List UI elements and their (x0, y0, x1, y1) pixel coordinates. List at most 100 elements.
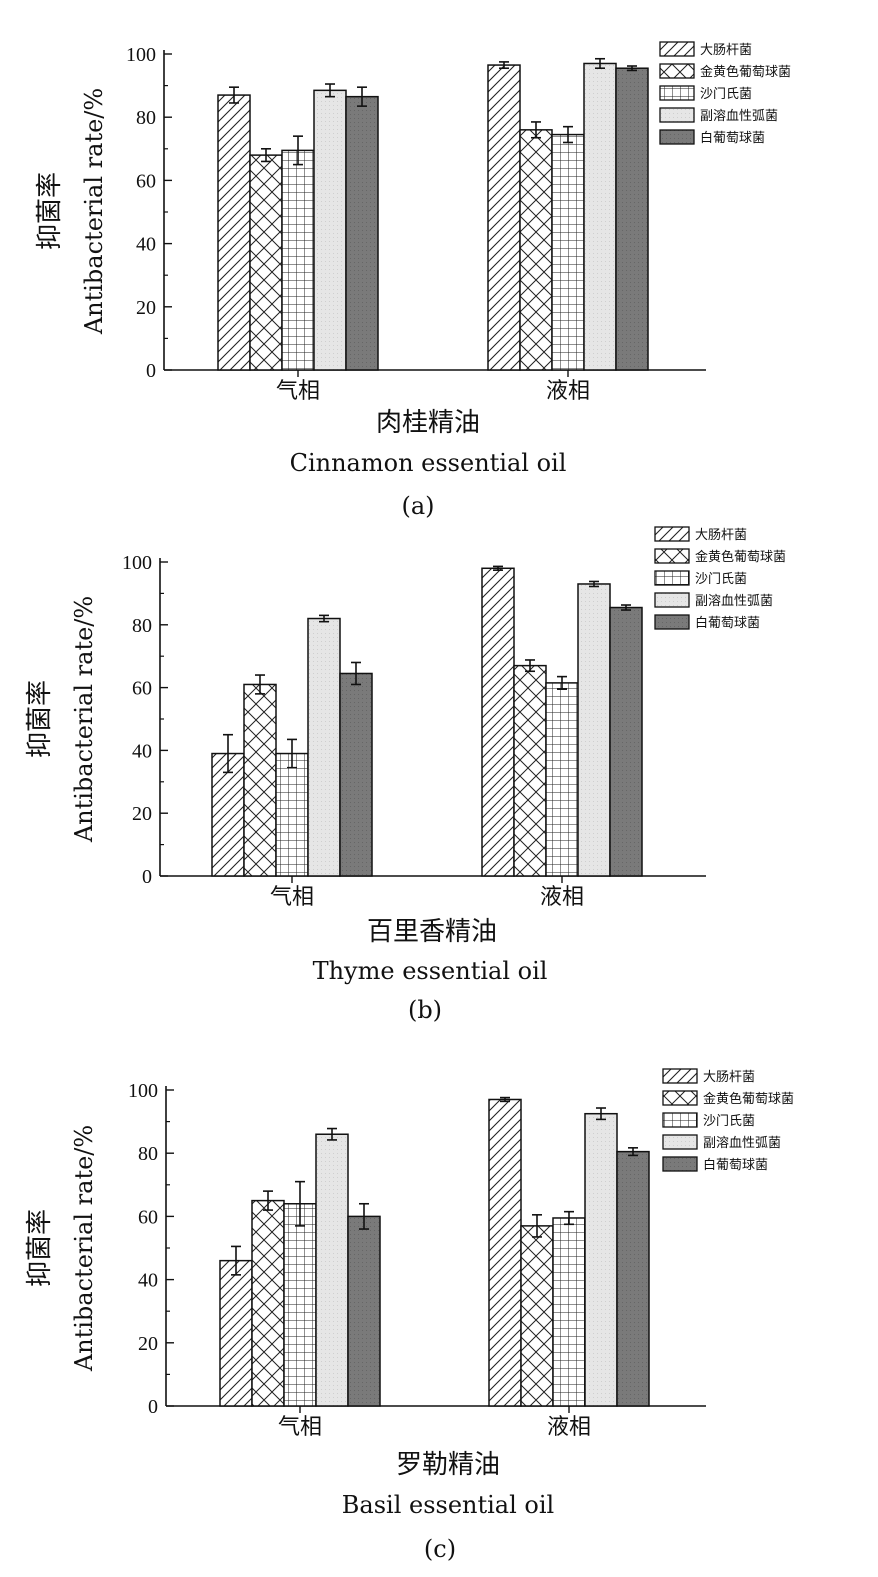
bar-2 (513, 664, 547, 877)
bar-4 (315, 1133, 349, 1407)
legend-label-5: 白葡萄球菌 (700, 130, 765, 146)
bar-2 (519, 129, 553, 371)
bar-3 (283, 1203, 317, 1407)
x-category-label: 液相 (546, 379, 590, 404)
bar-2 (243, 683, 277, 877)
y-tick-label: 40 (132, 740, 152, 762)
legend-swatch-2 (662, 1090, 698, 1106)
bar-5 (347, 1215, 381, 1407)
legend-label-4: 副溶血性弧菌 (703, 1136, 781, 1151)
panel-c-title-en: Basil essential oil (342, 1491, 554, 1519)
y-tick-label: 20 (132, 803, 152, 825)
legend-swatch-2 (654, 548, 690, 564)
legend-swatch-3 (662, 1112, 698, 1128)
bar-1 (211, 752, 245, 877)
legend-label-3: 沙门氏菌 (700, 87, 752, 102)
bar-5 (615, 67, 649, 371)
legend-swatch-2 (659, 63, 695, 79)
bar-3 (275, 752, 309, 877)
legend-label-4: 副溶血性弧菌 (700, 109, 778, 124)
legend-label-4: 副溶血性弧菌 (695, 594, 773, 609)
y-tick-label: 40 (136, 234, 156, 256)
panel-a-title-cn: 肉桂精油 (376, 408, 480, 438)
x-category-label: 气相 (270, 885, 314, 910)
bar-3 (281, 149, 315, 371)
bar-1 (481, 567, 515, 877)
bar-1 (217, 94, 251, 371)
legend-swatch-4 (654, 592, 690, 608)
bar-2 (249, 154, 283, 371)
y-tick-label: 80 (132, 615, 152, 637)
panel-b-title-cn: 百里香精油 (367, 917, 497, 947)
y-tick-label: 20 (136, 297, 156, 319)
legend-swatch-1 (654, 526, 690, 542)
bar-4 (313, 89, 347, 371)
bar-1 (487, 64, 521, 371)
legend-swatch-4 (662, 1134, 698, 1150)
bar-5 (609, 606, 643, 877)
bar-4 (584, 1112, 618, 1407)
y-tick-label: 0 (146, 360, 156, 382)
legend-swatch-4 (659, 107, 695, 123)
y-tick-label: 100 (122, 552, 152, 574)
bar-3 (552, 1217, 586, 1407)
bar-3 (545, 682, 579, 877)
bar-4 (577, 583, 611, 877)
legend-label-3: 沙门氏菌 (703, 1114, 755, 1129)
y-tick-label: 60 (132, 678, 152, 700)
bar-5 (345, 95, 379, 371)
panel-b: 0 20 40 60 80 100 气相 液相 大肠杆菌金黄色葡萄球菌沙门氏菌副溶血性弧菌白葡萄… (25, 526, 786, 1024)
x-category-label: 液相 (540, 885, 584, 910)
bar-5 (339, 672, 373, 877)
legend-swatch-1 (662, 1068, 698, 1084)
legend-swatch-5 (654, 614, 690, 630)
x-category-label: 液相 (547, 1415, 591, 1440)
panel-c: 0 20 40 60 80 100 气相 液相 大肠杆菌金黄色葡萄球菌沙门氏菌副溶血性弧菌白葡萄… (25, 1068, 794, 1563)
legend-label-5: 白葡萄球菌 (703, 1157, 768, 1173)
bar-3 (551, 133, 585, 371)
x-category-label: 气相 (278, 1415, 322, 1440)
legend-swatch-3 (659, 85, 695, 101)
y-tick-label: 0 (148, 1396, 158, 1418)
legend-label-3: 沙门氏菌 (695, 572, 747, 587)
y-tick-label: 100 (126, 44, 156, 66)
y-tick-label: 60 (136, 170, 156, 192)
bar-4 (583, 62, 617, 371)
legend-label-1: 大肠杆菌 (703, 1070, 755, 1085)
legend-label-2: 金黄色葡萄球菌 (700, 64, 791, 80)
legend-label-2: 金黄色葡萄球菌 (695, 549, 786, 565)
legend-label-5: 白葡萄球菌 (695, 615, 760, 631)
bar-5 (616, 1150, 650, 1407)
y-tick-label: 40 (138, 1270, 158, 1292)
bar-2 (520, 1225, 554, 1407)
y-tick-label: 60 (138, 1206, 158, 1228)
panel-a-plot: 0 20 40 60 80 100 气相 液相 大肠杆菌金黄色葡萄球菌沙门氏菌副溶血性弧菌白葡萄… (126, 41, 791, 404)
panel-c-ylabel-cn: 抑菌率 (25, 1209, 55, 1287)
y-tick-label: 80 (136, 107, 156, 129)
x-category-label: 气相 (276, 379, 320, 404)
bar-1 (219, 1259, 253, 1407)
panel-a-ylabel-en: Antibacterial rate/% (80, 88, 108, 335)
bar-2 (251, 1199, 285, 1407)
legend-swatch-5 (659, 129, 695, 145)
panel-b-ylabel-en: Antibacterial rate/% (70, 596, 98, 843)
panel-c-title-cn: 罗勒精油 (396, 1450, 500, 1480)
legend-swatch-1 (659, 41, 695, 57)
panel-a-label: (a) (401, 492, 434, 520)
y-tick-label: 100 (128, 1080, 158, 1102)
panel-b-ylabel-cn: 抑菌率 (25, 680, 55, 758)
y-tick-label: 20 (138, 1333, 158, 1355)
panel-c-label: (c) (424, 1535, 456, 1563)
panel-a-ylabel-cn: 抑菌率 (35, 172, 65, 250)
legend-swatch-3 (654, 570, 690, 586)
panel-b-title-en: Thyme essential oil (313, 957, 548, 985)
y-tick-label: 0 (142, 866, 152, 888)
y-tick-label: 80 (138, 1143, 158, 1165)
legend-label-1: 大肠杆菌 (700, 43, 752, 58)
panel-c-ylabel-en: Antibacterial rate/% (70, 1125, 98, 1372)
legend-label-2: 金黄色葡萄球菌 (703, 1091, 794, 1107)
panel-a-title-en: Cinnamon essential oil (290, 449, 567, 477)
panel-a: 0 20 40 60 80 100 气相 液相 大肠杆菌金黄色葡萄球菌沙门氏菌副溶血性弧菌白葡萄… (35, 41, 791, 520)
bar-1 (488, 1098, 522, 1407)
